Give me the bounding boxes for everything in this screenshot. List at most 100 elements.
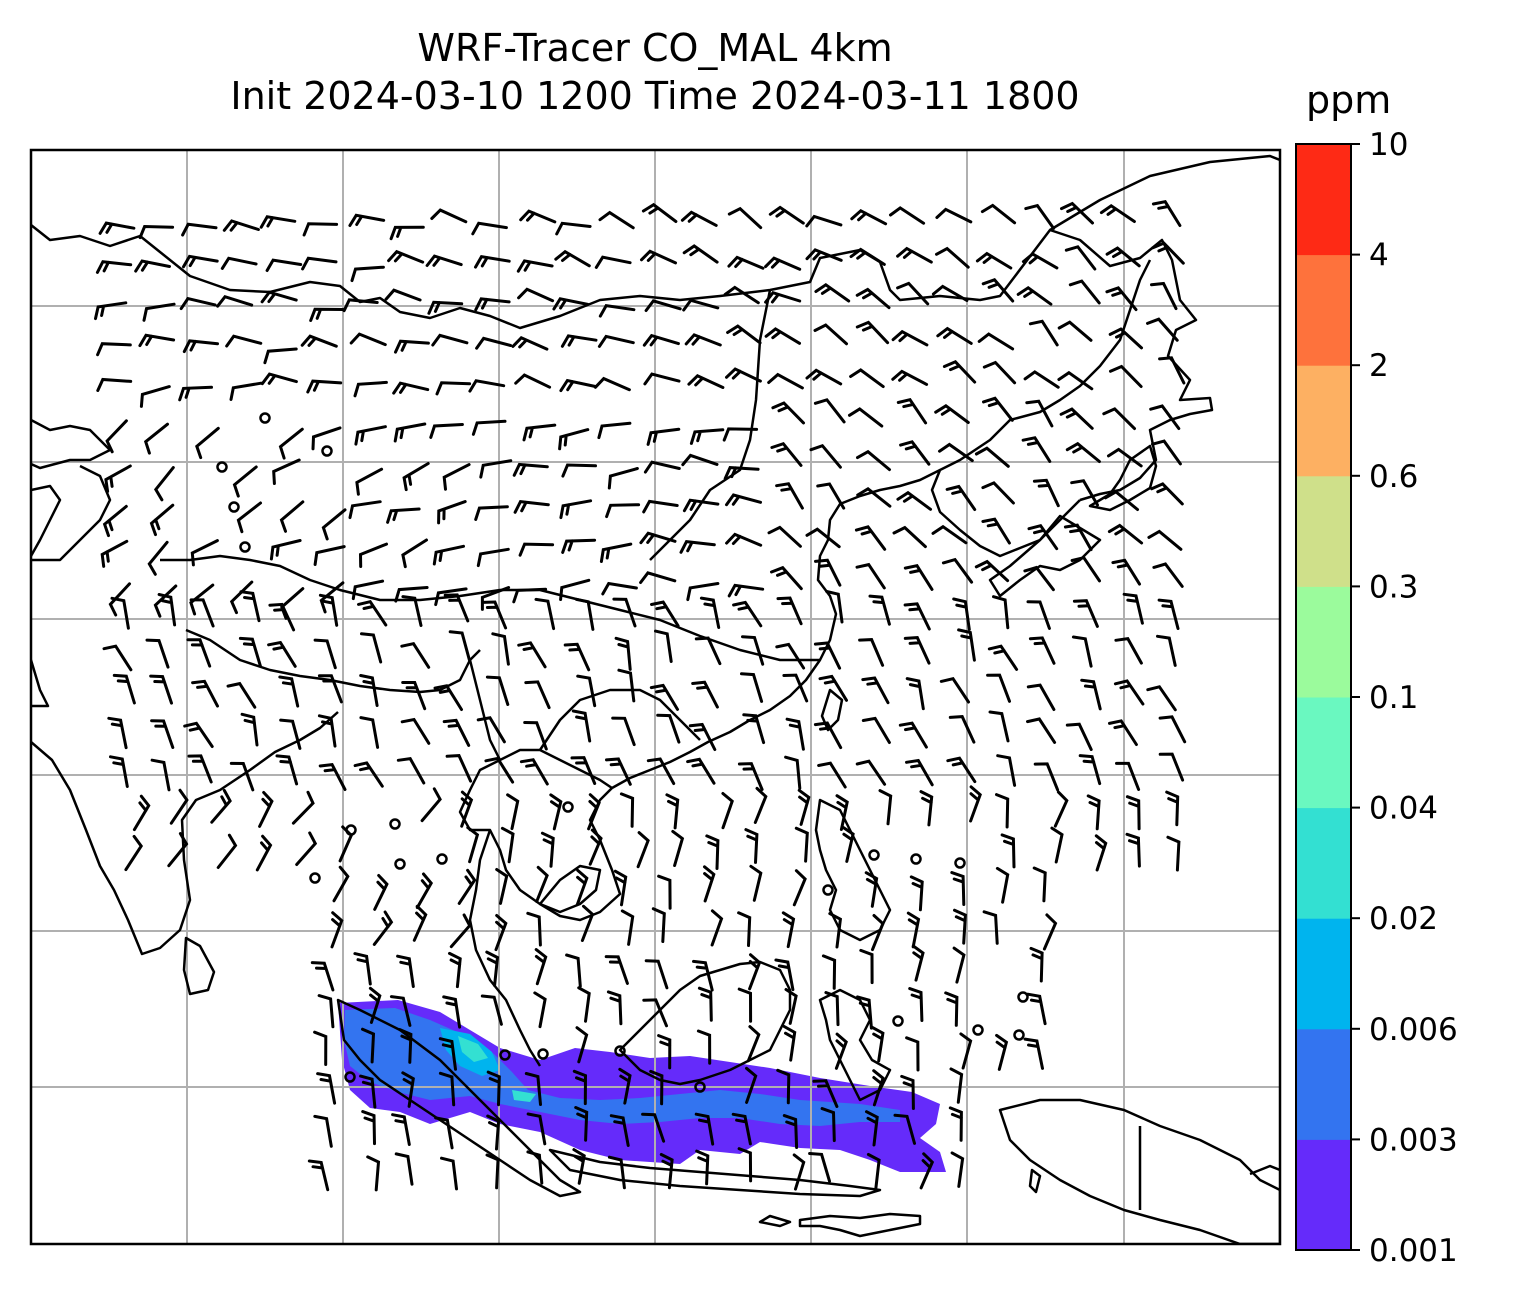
wind-barb xyxy=(506,793,520,831)
wind-barb xyxy=(604,955,629,985)
wind-barb xyxy=(563,642,591,672)
wind-barb xyxy=(519,758,549,786)
colorbar-segment xyxy=(1296,1139,1351,1251)
wind-barb xyxy=(353,761,384,788)
wind-barb xyxy=(945,484,977,511)
wind-barb xyxy=(745,1066,758,1104)
wind-barb xyxy=(659,1153,674,1190)
calm-marker xyxy=(228,501,240,513)
wind-barb xyxy=(313,1030,328,1066)
calm-marker xyxy=(954,857,966,869)
wind-barb xyxy=(349,332,387,347)
wind-barbs xyxy=(94,200,1187,1192)
coastline-timor xyxy=(798,1212,922,1238)
wind-barb xyxy=(814,282,851,303)
wind-barb xyxy=(112,673,136,705)
wind-barb xyxy=(725,493,762,507)
wind-barb xyxy=(301,256,338,271)
wind-barb xyxy=(657,874,672,910)
wind-barb xyxy=(220,256,258,270)
wind-barb xyxy=(1078,754,1102,786)
wind-barb xyxy=(431,333,469,347)
wind-barb xyxy=(818,674,848,702)
wind-barb xyxy=(1107,447,1143,468)
wind-barb xyxy=(1152,562,1184,588)
wind-barb xyxy=(642,998,668,1028)
wind-barb xyxy=(187,754,213,784)
wind-barb xyxy=(316,1072,337,1105)
wind-barb xyxy=(1065,441,1101,463)
wind-barb xyxy=(359,674,379,707)
wind-barb xyxy=(792,1153,806,1191)
wind-barb xyxy=(865,1110,879,1147)
wind-barb xyxy=(239,590,261,623)
wind-barb xyxy=(1000,833,1016,869)
coastline-philippines xyxy=(814,798,892,942)
wind-barb xyxy=(855,759,887,786)
colorbar-tick-label: 4 xyxy=(1369,238,1389,274)
wind-barb xyxy=(782,1114,799,1149)
wind-barb xyxy=(953,908,967,945)
wind-barb xyxy=(680,210,718,227)
coastline-small-islands xyxy=(758,1164,1280,1228)
wind-barb xyxy=(866,1153,881,1190)
wind-barb xyxy=(950,871,966,906)
wind-barb xyxy=(442,463,471,491)
wind-barb xyxy=(816,482,846,510)
wind-barb xyxy=(949,1067,964,1104)
wind-barb xyxy=(792,869,807,907)
colorbar-tick-label: 0.04 xyxy=(1369,791,1438,827)
wind-barb xyxy=(1107,523,1144,545)
wind-barb xyxy=(651,907,666,943)
wind-barb xyxy=(491,632,510,666)
colorbar-tick-label: 2 xyxy=(1369,348,1389,384)
wind-barb xyxy=(939,677,970,704)
wind-barb xyxy=(1065,722,1093,751)
wind-barb xyxy=(318,762,347,791)
wind-barb xyxy=(687,374,725,389)
wind-barb xyxy=(1028,319,1059,347)
wind-barb xyxy=(813,323,848,346)
wind-barb xyxy=(150,758,171,792)
wind-barb xyxy=(639,571,677,584)
wind-barb xyxy=(893,1113,916,1145)
wind-barb xyxy=(854,525,887,551)
calm-marker xyxy=(892,1015,904,1027)
wind-barb xyxy=(216,833,238,869)
wind-barb xyxy=(485,675,510,706)
wind-barb xyxy=(896,281,930,306)
coastline-northeast xyxy=(1049,154,1280,232)
colorbar-tick-label: 0.6 xyxy=(1369,459,1418,495)
wind-barb xyxy=(776,1068,791,1105)
wind-barb xyxy=(319,581,345,614)
colorbar-segment xyxy=(1296,1028,1351,1140)
wind-barb xyxy=(868,594,891,626)
wind-barb xyxy=(186,638,212,668)
wind-barb xyxy=(941,557,974,584)
wind-barb xyxy=(587,793,601,831)
wind-barb xyxy=(153,584,178,618)
wind-barb xyxy=(813,398,846,424)
wind-barb xyxy=(982,910,999,945)
wind-barb xyxy=(384,288,422,302)
wind-barb xyxy=(238,636,262,668)
wind-barb xyxy=(355,467,384,496)
wind-barb xyxy=(313,1114,333,1148)
wind-barb xyxy=(764,290,802,304)
coastline-newguinea xyxy=(998,1098,1280,1244)
wind-barb xyxy=(512,462,549,477)
wind-barb xyxy=(169,788,189,825)
wind-barb xyxy=(142,302,176,322)
wind-barb xyxy=(471,419,507,436)
coastline-malay-peninsula xyxy=(468,829,542,1067)
wind-barb xyxy=(1099,203,1136,223)
wind-barb xyxy=(534,948,548,986)
wind-barb xyxy=(310,961,335,992)
wind-barb xyxy=(425,254,463,267)
wind-barb xyxy=(1025,399,1054,428)
wind-barb xyxy=(134,259,171,273)
calm-marker xyxy=(345,824,357,836)
wind-barb xyxy=(974,559,1010,583)
wind-barb xyxy=(896,246,933,264)
